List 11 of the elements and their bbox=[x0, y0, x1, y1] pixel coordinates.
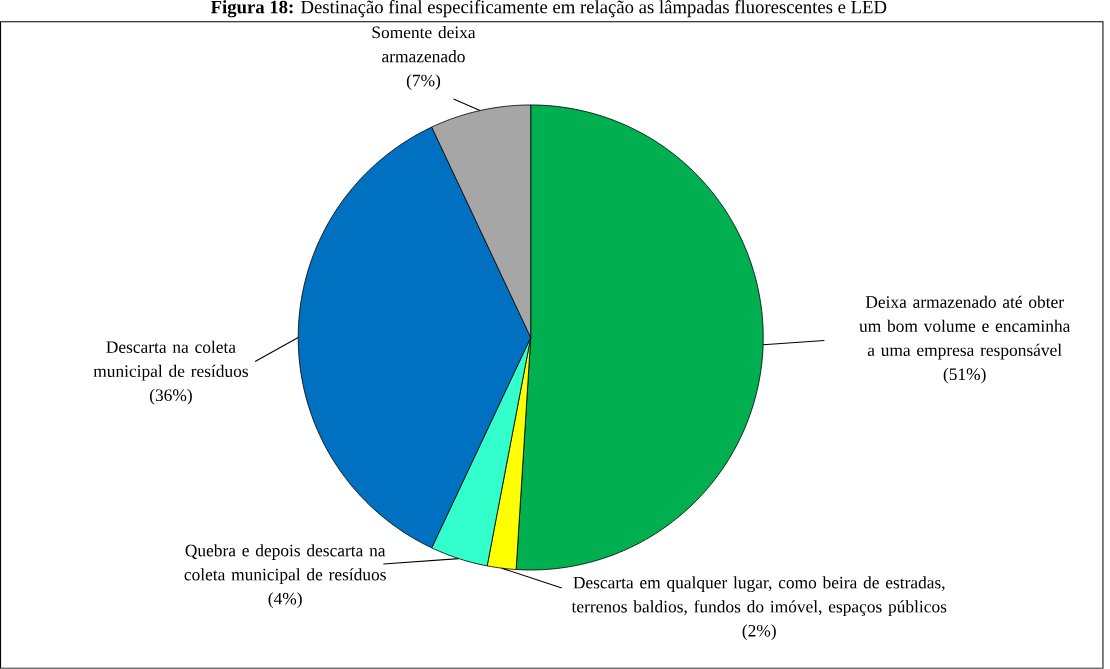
slice-label: Descarta na coleta municipal de resíduos bbox=[93, 340, 248, 381]
chart-title: Figura 18: Destinação final especificamente em relação as lâmpadas fluorescentes e LED bbox=[210, 0, 887, 18]
slice-label: Somente deixa armazenado bbox=[372, 26, 476, 63]
data-label: (51%) bbox=[943, 367, 986, 384]
data-label: (36%) bbox=[149, 388, 192, 405]
slice-label: Descarta em qualquer lugar, como beira de estradas, terrenos baldios, fundos do imóvel, espaços públicos bbox=[571, 576, 947, 617]
data-label: (2%) bbox=[742, 624, 776, 641]
slice-label: Deixa armazenado até obter um bom volume e encaminha a uma empresa responsável bbox=[859, 295, 1071, 360]
data-label: (7%) bbox=[406, 74, 441, 91]
data-label: (4%) bbox=[268, 592, 302, 609]
slice-label: Quebra e depois descarta na coleta municipal de resíduos bbox=[184, 544, 386, 585]
